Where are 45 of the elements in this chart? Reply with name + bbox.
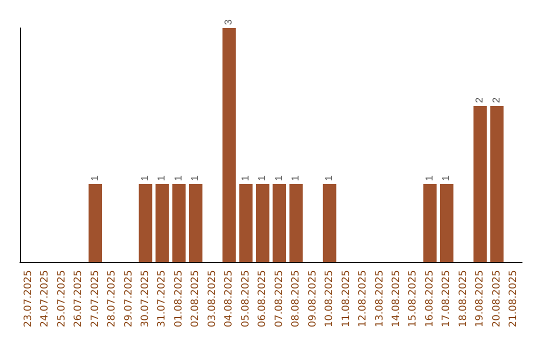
x-tick-label: 25.07.2025: [56, 270, 68, 328]
data-label: 1: [140, 175, 151, 181]
data-label: 2: [474, 97, 486, 103]
x-tick-label: 15.08.2025: [408, 270, 419, 328]
x-tick-label: 04.08.2025: [224, 270, 235, 328]
data-label: 1: [441, 175, 452, 181]
data-label: 1: [274, 175, 285, 181]
x-tick-label: 01.08.2025: [173, 270, 184, 328]
data-label: 1: [324, 175, 336, 181]
data-label: 3: [224, 19, 235, 25]
data-label: 2: [491, 97, 502, 103]
x-tick-label: 24.07.2025: [40, 270, 51, 328]
x-tick-label: 06.08.2025: [257, 270, 268, 328]
x-tick-label: 21.08.2025: [508, 270, 520, 328]
x-tick-label: 19.08.2025: [474, 270, 486, 328]
x-tick-label: 12.08.2025: [358, 270, 369, 328]
data-label: 1: [290, 175, 302, 181]
x-tick-label: 20.08.2025: [491, 270, 502, 328]
data-label: 1: [156, 175, 168, 181]
data-label: 1: [173, 175, 184, 181]
x-tick-label: 03.08.2025: [206, 270, 218, 328]
data-label: 1: [257, 175, 268, 181]
x-tick-label: 11.08.2025: [340, 270, 352, 328]
x-tick-label: 29.07.2025: [123, 270, 134, 328]
x-tick-label: 26.07.2025: [73, 270, 84, 328]
x-tick-label: 14.08.2025: [391, 270, 402, 328]
x-tick-label: 31.07.2025: [156, 270, 168, 328]
x-tick-label: 18.08.2025: [458, 270, 469, 328]
x-tick-label: 30.07.2025: [140, 270, 151, 328]
x-tick-label: 23.07.2025: [22, 270, 34, 328]
x-tick-label: 27.07.2025: [90, 270, 101, 328]
x-tick-label: 28.07.2025: [106, 270, 118, 328]
x-tick-label: 16.08.2025: [424, 270, 436, 328]
data-label: 1: [90, 175, 101, 181]
x-tick-label: 13.08.2025: [374, 270, 386, 328]
x-tick-label: 02.08.2025: [190, 270, 202, 328]
x-tick-label: 10.08.2025: [324, 270, 336, 328]
x-tick-label: 07.08.2025: [274, 270, 285, 328]
x-tick-label: 08.08.2025: [290, 270, 302, 328]
x-tick-label: 09.08.2025: [307, 270, 318, 328]
x-tick-label: 05.08.2025: [240, 270, 252, 328]
data-label: 1: [190, 175, 202, 181]
data-label: 1: [240, 175, 252, 181]
x-tick-label: 17.08.2025: [441, 270, 452, 328]
data-label: 1: [424, 175, 436, 181]
